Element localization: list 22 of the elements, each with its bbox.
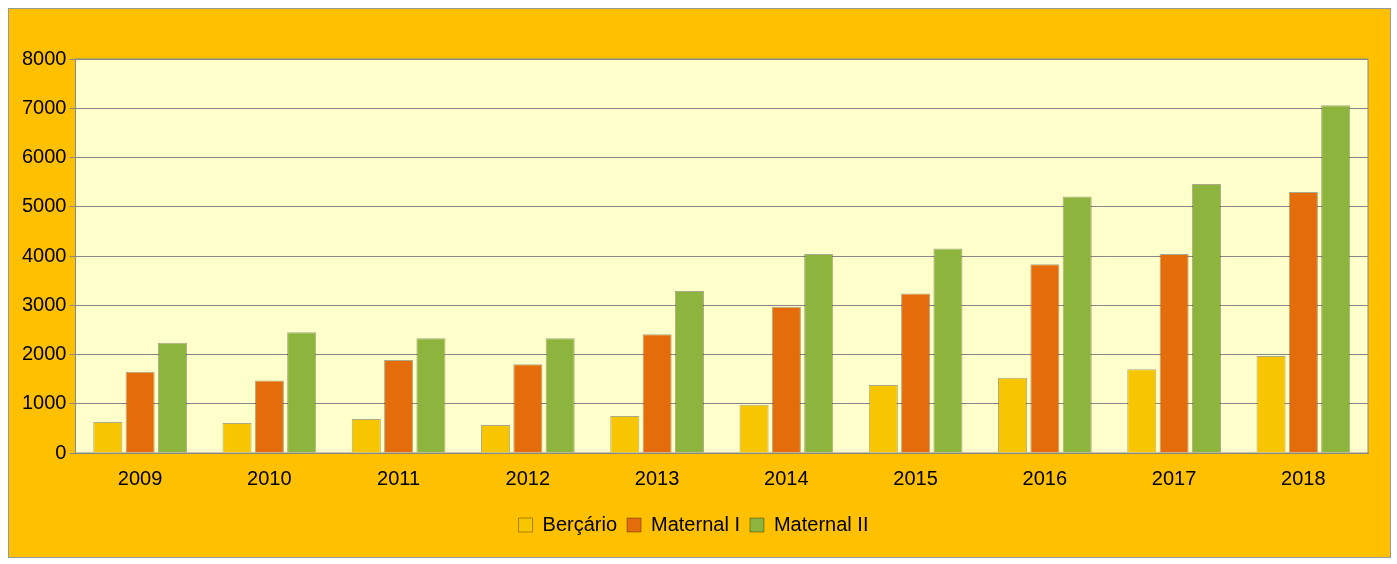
y-tick-label: 4000	[21, 243, 67, 266]
x-tick-label: 2010	[247, 466, 292, 489]
legend-label: Maternal II	[773, 512, 869, 535]
y-tick-label: 2000	[21, 342, 67, 365]
legend-label: Berçário	[542, 512, 618, 535]
x-tick-label: 2009	[117, 466, 163, 489]
y-tick-label: 0	[55, 440, 67, 463]
x-tick-label: 2018	[1281, 466, 1326, 489]
x-tick-label: 2015	[893, 466, 938, 489]
x-tick-label: 2012	[505, 466, 551, 489]
y-tick-label: 3000	[21, 292, 67, 315]
legend-label: Maternal I	[651, 512, 740, 535]
x-tick-label: 2013	[634, 466, 680, 489]
y-tick-label: 5000	[21, 194, 67, 217]
x-tick-label: 2016	[1022, 466, 1068, 489]
x-tick-label: 2014	[764, 466, 809, 489]
y-tick-label: 6000	[21, 145, 67, 168]
x-tick-label: 2011	[377, 466, 421, 489]
y-tick-label: 8000	[21, 46, 67, 69]
x-tick-label: 2017	[1151, 466, 1197, 489]
y-tick-label: 1000	[21, 391, 67, 414]
y-tick-label: 7000	[21, 95, 67, 118]
